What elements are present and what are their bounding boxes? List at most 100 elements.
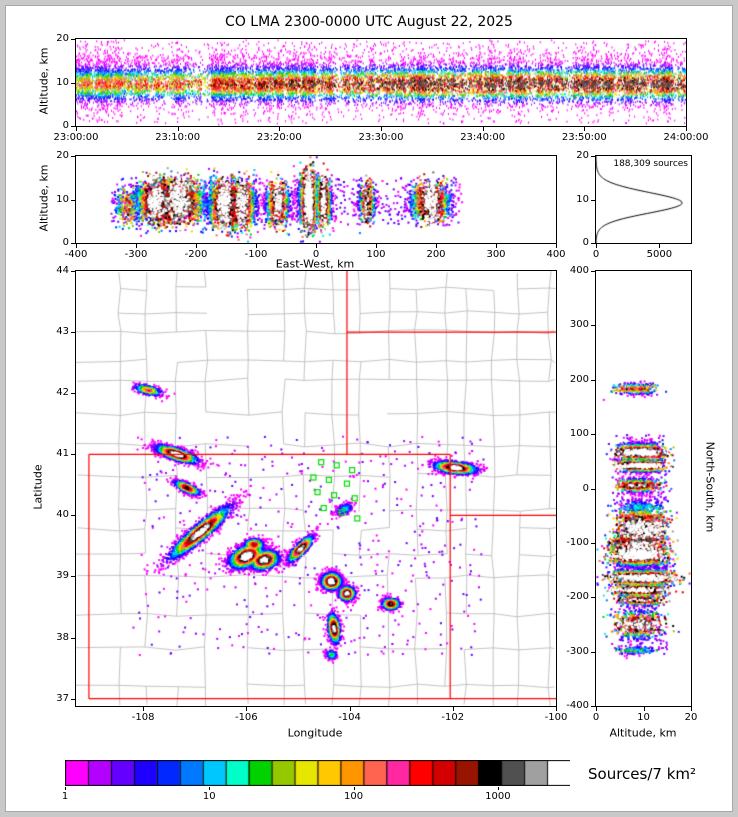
- tick-mark: [596, 707, 597, 711]
- tick-label: 300: [486, 249, 506, 260]
- map-y-axis-label: Latitude: [31, 464, 45, 510]
- tick-label: 23:40:00: [460, 132, 506, 143]
- tick-label: 0: [62, 119, 69, 131]
- tick-mark: [256, 244, 257, 248]
- tick-mark: [496, 244, 497, 248]
- tick-label: 5000: [646, 249, 673, 260]
- plan-view-map-panel: [75, 270, 557, 707]
- tick-label: 37: [56, 692, 69, 704]
- tick-mark: [71, 576, 75, 578]
- colorbar-canvas: [65, 760, 570, 786]
- east-west-canvas: [76, 156, 556, 243]
- tick-mark: [643, 707, 645, 711]
- tick-mark: [71, 82, 75, 84]
- tick-mark: [376, 244, 377, 248]
- east-west-cross-section-panel: [75, 155, 557, 244]
- tick-mark: [177, 127, 179, 131]
- tick-label: 400: [569, 264, 589, 276]
- tick-mark: [279, 127, 281, 131]
- tick-mark: [71, 454, 75, 456]
- tick-label: -100: [544, 712, 568, 723]
- tick-mark: [143, 707, 145, 711]
- tick-mark: [452, 707, 454, 711]
- tick-mark: [591, 199, 595, 201]
- tick-mark: [71, 637, 75, 639]
- tick-label: 200: [426, 249, 446, 260]
- tick-mark: [584, 127, 586, 131]
- tick-mark: [591, 379, 595, 381]
- tick-mark: [71, 243, 75, 244]
- plan-view-map-canvas: [76, 271, 556, 706]
- tick-mark: [596, 244, 597, 248]
- tick-mark: [71, 332, 75, 334]
- tick-label: 43: [56, 326, 69, 338]
- time-height-canvas: [76, 39, 686, 126]
- tick-mark: [71, 393, 75, 395]
- tick-mark: [381, 127, 382, 131]
- north-south-cross-section-panel: [595, 270, 692, 707]
- tick-mark: [691, 707, 692, 711]
- tick-label: 10: [637, 712, 650, 723]
- tick-label: 100: [344, 791, 364, 802]
- tick-mark: [65, 787, 66, 790]
- tick-label: 44: [56, 264, 69, 276]
- tick-mark: [71, 39, 75, 40]
- tick-mark: [591, 243, 595, 244]
- tick-mark: [71, 199, 75, 201]
- tick-mark: [591, 325, 595, 327]
- tick-label: -300: [124, 249, 148, 260]
- tick-label: -106: [234, 712, 258, 723]
- ew-panel-y-axis-label: Altitude, km: [37, 164, 51, 232]
- tick-mark: [497, 787, 499, 790]
- altitude-histogram-canvas: [596, 156, 691, 243]
- tick-mark: [436, 244, 437, 248]
- tick-label: -400: [566, 699, 589, 711]
- tick-mark: [591, 434, 595, 436]
- altitude-histogram-panel: [595, 155, 692, 244]
- tick-label: 24:00:00: [663, 132, 709, 143]
- tick-mark: [659, 244, 661, 248]
- tick-label: -108: [131, 712, 155, 723]
- tick-label: -200: [184, 249, 208, 260]
- tick-label: -300: [566, 645, 589, 657]
- tick-mark: [591, 271, 595, 272]
- tick-label: 23:20:00: [256, 132, 302, 143]
- ns-panel-y-axis-label: North-South, km: [703, 441, 717, 533]
- tick-mark: [71, 698, 75, 700]
- tick-label: 10: [576, 193, 589, 205]
- tick-mark: [482, 127, 484, 131]
- tick-mark: [136, 244, 137, 248]
- tick-label: 0: [582, 236, 589, 248]
- tick-label: -100: [244, 249, 268, 260]
- tick-mark: [591, 597, 595, 599]
- tick-mark: [71, 156, 75, 157]
- tick-label: 38: [56, 631, 69, 643]
- tick-label: 300: [569, 319, 589, 331]
- ns-panel-x-axis-label: Altitude, km: [609, 726, 677, 740]
- figure-title: CO LMA 2300-0000 UTC August 22, 2025: [225, 14, 513, 30]
- tick-label: 0: [592, 712, 600, 723]
- tick-label: 23:30:00: [358, 132, 404, 143]
- tick-mark: [71, 271, 75, 272]
- tick-label: 41: [56, 448, 69, 460]
- tick-label: 0: [62, 236, 69, 248]
- tick-label: 40: [56, 509, 69, 521]
- tick-label: 0: [582, 482, 589, 494]
- tick-mark: [353, 787, 355, 790]
- tick-label: 20: [56, 32, 69, 44]
- time-height-panel: [75, 38, 687, 127]
- tick-label: 23:10:00: [155, 132, 201, 143]
- tick-label: 0: [312, 249, 320, 260]
- tick-label: 10: [56, 193, 69, 205]
- tick-label: 23:50:00: [561, 132, 607, 143]
- tick-label: 1: [61, 791, 69, 802]
- tick-label: 39: [56, 570, 69, 582]
- ew-panel-x-axis-label: East-West, km: [275, 257, 355, 271]
- tick-label: 42: [56, 387, 69, 399]
- tick-label: 100: [569, 428, 589, 440]
- lma-figure: CO LMA 2300-0000 UTC August 22, 2025 Alt…: [5, 5, 733, 812]
- tick-label: 200: [569, 373, 589, 385]
- tick-label: -104: [338, 712, 361, 723]
- tick-label: 20: [56, 149, 69, 161]
